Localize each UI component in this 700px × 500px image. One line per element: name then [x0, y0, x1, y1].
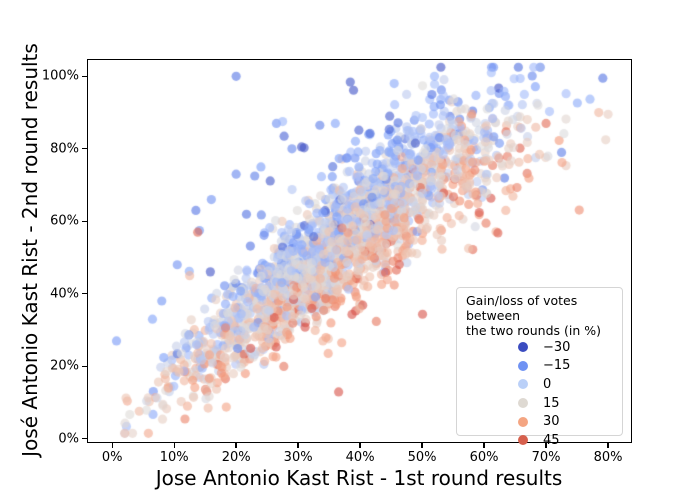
legend-entry-label: −15: [543, 358, 571, 374]
x-tick-mark: [545, 443, 547, 448]
y-tick-label: 60%: [50, 213, 79, 229]
x-tick-label: 30%: [283, 450, 313, 465]
x-tick-mark: [359, 443, 361, 448]
x-tick-label: 50%: [407, 450, 437, 465]
x-axis-label: Jose Antonio Kast Rist - 1st round resul…: [155, 466, 563, 490]
legend-title-line2: the two rounds (in %): [466, 323, 602, 338]
x-tick-mark: [421, 443, 423, 448]
y-tick-label: 80%: [50, 141, 79, 157]
y-tick-label: 0%: [58, 431, 79, 447]
y-tick-label: 20%: [50, 358, 79, 374]
legend-dot-icon: [518, 342, 528, 353]
legend-dot-icon: [518, 398, 528, 409]
legend: Gain/loss of votes between the two round…: [456, 287, 623, 448]
legend-title: Gain/loss of votes between the two round…: [466, 293, 614, 338]
x-tick-label: 40%: [345, 450, 375, 465]
legend-entry-label: −30: [543, 339, 571, 355]
x-tick-label: 10%: [159, 450, 189, 465]
x-tick-mark: [297, 443, 299, 448]
legend-entry: 45: [466, 431, 614, 450]
x-tick-mark: [483, 443, 485, 448]
y-tick-mark: [82, 220, 87, 222]
x-tick-label: 20%: [221, 450, 251, 465]
legend-title-line1: Gain/loss of votes between: [466, 293, 578, 323]
legend-entry-label: 15: [543, 395, 560, 411]
legend-entry: −30: [466, 338, 614, 357]
x-tick-mark: [111, 443, 113, 448]
y-tick-label: 40%: [50, 286, 79, 302]
x-tick-label: 70%: [531, 450, 561, 465]
x-tick-label: 0%: [101, 450, 123, 465]
legend-dot-icon: [518, 416, 528, 427]
legend-entry: 30: [466, 412, 614, 431]
legend-entries: −30 −15 0 15 30 45: [466, 338, 614, 450]
x-tick-mark: [607, 443, 609, 448]
y-tick-label: 100%: [41, 68, 79, 84]
y-tick-mark: [82, 365, 87, 367]
x-tick-label: 60%: [469, 450, 499, 465]
y-tick-mark: [82, 293, 87, 295]
plot-area: 0% 10% 20% 30% 40% 50% 60% 70% 80% 0% 20% 40% 60% 80…: [42, 59, 632, 465]
x-tick-label: 80%: [593, 450, 623, 465]
legend-entry: −15: [466, 357, 614, 376]
legend-entry-label: 45: [543, 432, 560, 448]
legend-entry-label: 30: [543, 414, 560, 430]
legend-entry: 15: [466, 394, 614, 413]
x-tick-mark: [235, 443, 237, 448]
legend-entry: 0: [466, 375, 614, 394]
y-tick-mark: [82, 75, 87, 77]
y-tick-mark: [82, 148, 87, 150]
legend-entry-label: 0: [543, 376, 552, 392]
x-tick-mark: [173, 443, 175, 448]
y-tick-mark: [82, 438, 87, 440]
legend-dot-icon: [518, 435, 528, 446]
y-axis-label: José Antonio Kast Rist - 2nd round resul…: [18, 43, 42, 457]
legend-dot-icon: [518, 379, 528, 390]
legend-dot-icon: [518, 360, 528, 371]
